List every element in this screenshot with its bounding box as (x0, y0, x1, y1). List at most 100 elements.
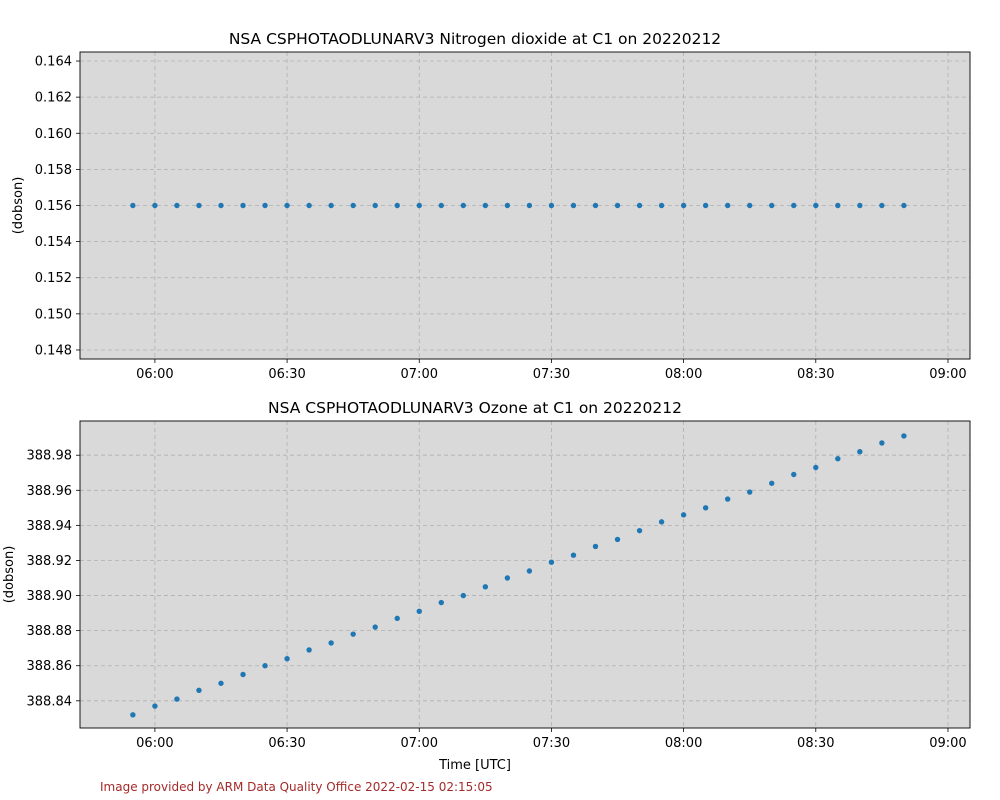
y-tick-label: 0.162 (35, 91, 72, 106)
data-point (174, 202, 180, 209)
data-point (350, 202, 356, 209)
y-tick-label: 0.160 (35, 127, 72, 142)
data-point (240, 202, 246, 209)
data-point (835, 456, 841, 462)
x-tick-label: 08:30 (797, 367, 834, 382)
data-point (416, 608, 422, 615)
y-tick-label: 0.164 (35, 55, 72, 70)
x-tick-label: 08:30 (797, 736, 834, 751)
x-tick-label: 06:00 (136, 736, 173, 751)
data-point (548, 559, 555, 565)
data-point (592, 202, 599, 209)
data-point (482, 584, 489, 590)
data-point (592, 543, 599, 550)
footer-credit: Image provided by ARM Data Quality Offic… (100, 780, 493, 794)
y-tick-label: 388.92 (27, 554, 73, 569)
data-point (614, 202, 621, 209)
y-tick-label: 0.154 (35, 235, 72, 250)
data-point (460, 592, 467, 599)
data-point (747, 202, 753, 209)
data-point (438, 202, 444, 209)
data-point (879, 440, 885, 446)
data-point (328, 640, 334, 646)
data-point (328, 202, 334, 209)
y-tick-label: 388.98 (27, 449, 73, 464)
data-point (174, 696, 180, 702)
data-point (658, 519, 665, 525)
data-point (813, 202, 819, 209)
y-tick-label: 388.84 (27, 694, 73, 709)
data-point (791, 471, 797, 478)
x-tick-label: 06:30 (268, 367, 305, 382)
data-point (526, 568, 533, 574)
data-point (504, 575, 511, 581)
y-axis-label: (dobson) (2, 546, 17, 604)
x-tick-label: 07:30 (533, 367, 570, 382)
x-tick-label: 06:30 (268, 736, 305, 751)
chart-title: NSA CSPHOTAODLUNARV3 Ozone at C1 on 2022… (268, 399, 682, 417)
data-point (658, 202, 665, 209)
data-point (152, 202, 158, 209)
data-point (306, 647, 312, 653)
data-point (152, 703, 158, 709)
data-point (570, 552, 577, 558)
y-tick-label: 0.150 (35, 307, 72, 322)
y-tick-label: 388.90 (27, 589, 73, 604)
chart-title: NSA CSPHOTAODLUNARV3 Nitrogen dioxide at… (229, 30, 721, 48)
data-point (724, 202, 731, 209)
data-point (901, 202, 907, 209)
data-point (813, 464, 819, 471)
x-tick-label: 09:00 (929, 367, 966, 382)
data-point (196, 687, 202, 693)
data-point (218, 202, 224, 209)
data-point (416, 202, 422, 209)
data-point (394, 202, 400, 209)
data-point (857, 202, 863, 209)
y-tick-label: 0.148 (35, 343, 72, 358)
data-point (879, 202, 885, 209)
data-point (240, 671, 246, 678)
y-tick-label: 388.86 (27, 659, 73, 674)
data-point (460, 202, 467, 209)
data-point (350, 631, 356, 637)
data-point (482, 202, 489, 209)
data-point (548, 202, 555, 209)
y-tick-label: 388.96 (27, 484, 73, 499)
data-point (372, 624, 378, 630)
x-tick-label: 06:00 (136, 367, 173, 382)
data-point (438, 599, 444, 606)
x-tick-label: 08:00 (665, 367, 702, 382)
data-point (769, 480, 775, 486)
data-point (196, 202, 202, 209)
data-point (614, 536, 621, 543)
x-tick-label: 07:30 (533, 736, 570, 751)
data-point (636, 202, 643, 209)
data-point (702, 202, 709, 209)
y-tick-label: 388.88 (27, 624, 73, 639)
data-point (791, 202, 797, 209)
data-point (130, 712, 136, 718)
data-point (284, 202, 290, 209)
data-point (747, 489, 753, 495)
plot-frame (79, 420, 971, 729)
data-point (769, 202, 775, 209)
data-point (636, 527, 643, 534)
x-tick-label: 07:00 (401, 367, 438, 382)
chart-panel-1: 06:00 06:30 07:00 07:30 08:00 08:30 09:00 0.148… (11, 30, 971, 382)
data-point (284, 656, 290, 662)
data-point (130, 202, 136, 209)
plot-frame (79, 51, 971, 360)
y-tick-label: 0.158 (35, 163, 72, 178)
data-point (306, 202, 312, 209)
data-point (394, 615, 400, 622)
data-point (218, 680, 224, 686)
data-point (262, 663, 268, 669)
data-point (504, 202, 511, 209)
data-point (680, 512, 687, 518)
x-tick-label: 09:00 (929, 736, 966, 751)
x-tick-label: 08:00 (665, 736, 702, 751)
plot-area (80, 421, 970, 728)
y-tick-label: 388.94 (27, 519, 73, 534)
y-tick-label: 0.156 (35, 199, 72, 214)
